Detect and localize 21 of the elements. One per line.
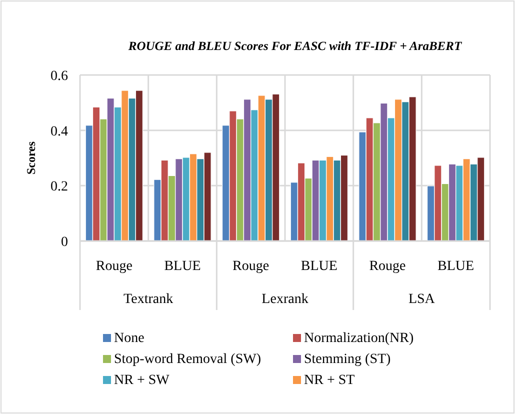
x-tick-label: BLUE — [164, 259, 201, 274]
chart-title: ROUGE and BLEU Scores For EASC with TF-IDF + AraBERT — [127, 39, 463, 53]
text: LSA — [408, 292, 436, 307]
y-tick-label: 0.6 — [50, 69, 68, 84]
legend-label: Stop-word Removal (SW) — [114, 352, 262, 367]
text: Textrank — [124, 292, 174, 307]
x-tick-label: Rouge — [232, 259, 270, 274]
y-tick-label: 0.4 — [50, 124, 68, 140]
legend-label: Normalization(NR) — [304, 331, 414, 346]
y-tick-label: 0 — [61, 235, 68, 250]
x-tick-label: BLUE — [438, 259, 474, 274]
legend-label: NR + ST — [304, 373, 356, 388]
x-tick-label: BLUE — [300, 259, 338, 274]
x-tick-label: Rouge — [96, 259, 132, 274]
legend-label: None — [114, 331, 144, 346]
y-tick-label: 0.2 — [50, 180, 68, 195]
legend-label: NR + SW — [114, 373, 170, 388]
x-tick-label: Rouge — [369, 259, 406, 274]
legend-label: Stemming (ST) — [304, 352, 392, 367]
text: Lexrank — [262, 292, 308, 307]
y-axis-title: Scores — [24, 141, 38, 175]
